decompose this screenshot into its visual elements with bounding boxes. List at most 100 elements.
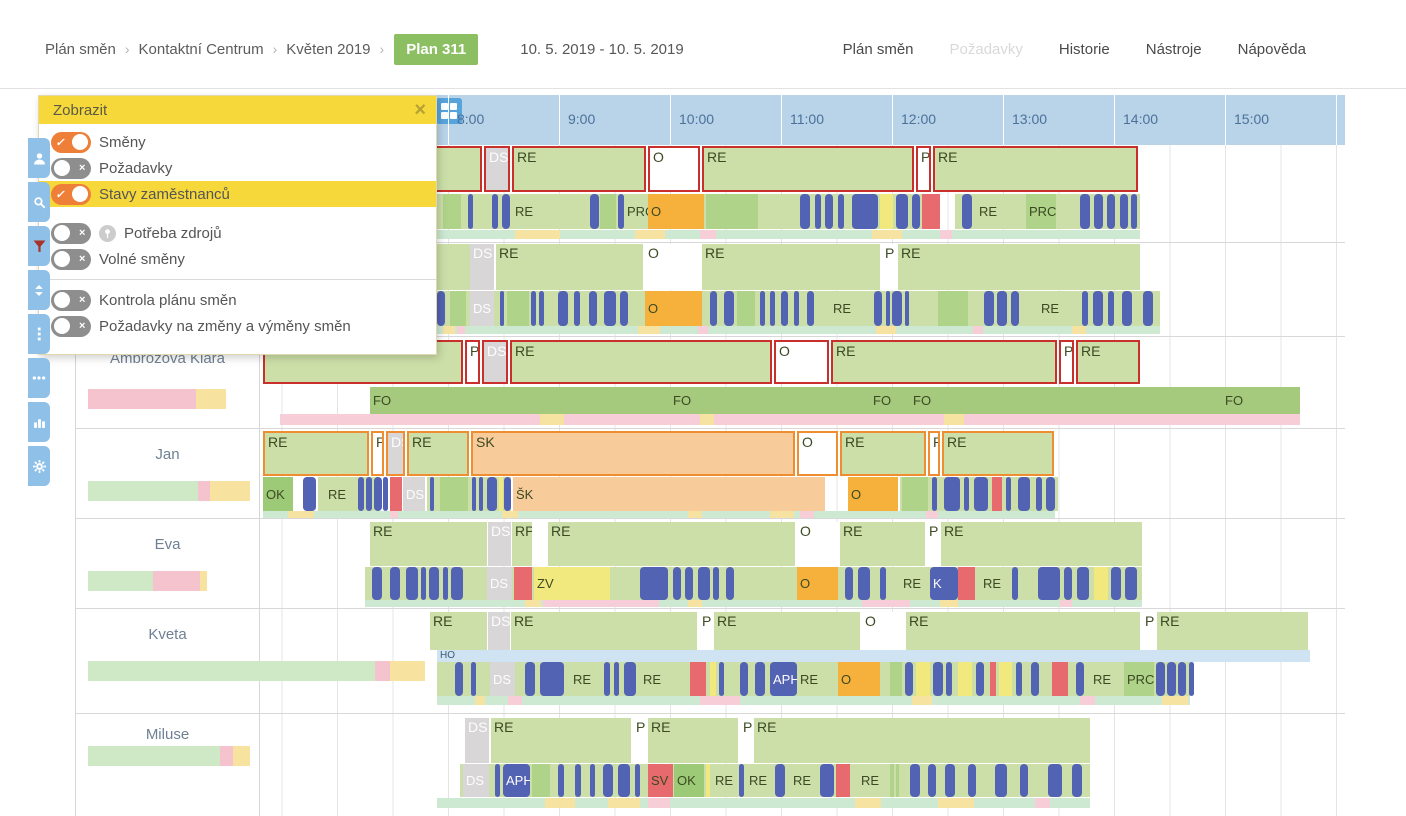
shift-segment[interactable]: RE — [831, 340, 1057, 384]
status-segment[interactable]: RE — [980, 567, 1008, 600]
shift-segment[interactable]: SK — [471, 431, 795, 476]
shift-segment[interactable]: RP — [512, 522, 532, 566]
status-segment[interactable]: PRC — [1026, 194, 1056, 229]
breadcrumb-link[interactable]: Plán směn — [45, 40, 116, 58]
shift-segment[interactable]: DS — [386, 431, 405, 476]
status-segment[interactable]: DS — [403, 477, 425, 511]
status-segment[interactable]: RE — [570, 662, 598, 696]
toggle-switch[interactable]: × — [51, 289, 91, 311]
shift-segment[interactable]: P — [633, 718, 646, 763]
shift-segment[interactable]: P — [1142, 612, 1155, 650]
shift-segment[interactable]: RE — [512, 146, 646, 192]
menu-item[interactable]: Nápověda — [1237, 40, 1306, 58]
user-tab[interactable] — [28, 138, 50, 178]
settings-tab[interactable] — [28, 446, 50, 486]
toggle-switch[interactable]: × — [51, 157, 91, 179]
status-segment[interactable]: ZV — [534, 567, 610, 600]
toggle-switch[interactable]: × — [51, 248, 91, 270]
status-segment[interactable]: DS — [487, 567, 512, 600]
shift-segment[interactable]: RE — [496, 244, 643, 290]
shift-segment[interactable]: O — [648, 146, 700, 192]
status-segment[interactable]: RE — [1038, 291, 1072, 326]
shift-segment[interactable]: O — [774, 340, 829, 384]
shift-segment[interactable] — [533, 522, 547, 566]
shift-segment[interactable]: RE — [702, 146, 914, 192]
grid-view-icon[interactable] — [436, 98, 462, 124]
status-segment[interactable]: O — [838, 662, 880, 696]
status-segment[interactable]: FO — [870, 387, 910, 414]
shift-segment[interactable]: RE — [1076, 340, 1140, 384]
status-segment[interactable]: DS — [470, 291, 494, 326]
status-segment[interactable]: DS — [463, 764, 489, 797]
toggle-switch[interactable]: ✓ — [51, 131, 91, 153]
shift-segment[interactable]: RE — [702, 244, 880, 290]
shift-segment[interactable]: RE — [1157, 612, 1308, 650]
status-segment[interactable]: RE — [900, 567, 928, 600]
employee-name[interactable]: Eva — [154, 536, 181, 553]
toggle-switch[interactable]: × — [51, 222, 91, 244]
status-segment[interactable]: RE — [830, 291, 864, 326]
shift-segment[interactable]: RE — [430, 612, 487, 650]
shift-segment[interactable]: P — [928, 431, 940, 476]
status-segment[interactable]: O — [648, 194, 704, 229]
shift-segment[interactable]: RE — [906, 612, 1140, 650]
status-segment[interactable]: RE — [1090, 662, 1118, 696]
shift-segment[interactable]: RE — [840, 522, 925, 566]
toggle-switch[interactable]: × — [51, 315, 91, 337]
status-segment[interactable]: FO — [910, 387, 1222, 414]
status-segment[interactable]: FO — [1222, 387, 1300, 414]
shift-segment[interactable]: RE — [648, 718, 738, 763]
shift-segment[interactable]: P — [882, 244, 896, 290]
employee-name[interactable]: Miluse — [145, 726, 190, 743]
status-segment[interactable]: O — [848, 477, 898, 511]
shift-segment[interactable]: RE — [263, 431, 369, 476]
shift-segment[interactable]: P — [1059, 340, 1074, 384]
shift-segment[interactable]: O — [797, 522, 838, 566]
status-segment[interactable]: APH — [770, 662, 797, 696]
shift-segment[interactable]: DS — [484, 146, 510, 192]
shift-segment[interactable]: P — [699, 612, 712, 650]
shift-segment[interactable]: RE — [511, 612, 697, 650]
kebab-menu-tab[interactable] — [28, 314, 50, 354]
shift-segment[interactable]: DS — [470, 244, 494, 290]
status-segment[interactable]: RE — [797, 662, 823, 696]
status-segment[interactable]: RE — [712, 764, 736, 797]
shift-segment[interactable]: RE — [933, 146, 1138, 192]
shift-segment[interactable]: DS — [482, 340, 508, 384]
search-tab[interactable] — [28, 182, 50, 222]
status-segment[interactable]: K — [930, 567, 958, 600]
status-segment[interactable]: RE — [325, 477, 355, 511]
shift-segment[interactable]: DS — [488, 522, 511, 566]
shift-segment[interactable]: RE — [941, 522, 1142, 566]
ho-band-segment[interactable]: HO — [437, 650, 477, 662]
shift-segment[interactable]: O — [797, 431, 838, 476]
employee-name[interactable]: Kveta — [148, 626, 187, 643]
shift-segment[interactable]: P — [926, 522, 939, 566]
status-segment[interactable]: DS — [490, 662, 515, 696]
shift-segment[interactable]: RE — [714, 612, 860, 650]
status-segment[interactable]: PRC — [1124, 662, 1154, 696]
shift-segment[interactable]: RE — [898, 244, 1140, 290]
shift-segment[interactable]: RE — [510, 340, 772, 384]
shift-segment[interactable]: RE — [754, 718, 1090, 763]
menu-item[interactable]: Plán směn — [842, 40, 914, 58]
shift-segment[interactable]: O — [862, 612, 904, 650]
status-segment[interactable]: OK — [263, 477, 293, 511]
shift-segment[interactable]: RE — [942, 431, 1054, 476]
status-segment[interactable]: O — [645, 291, 702, 326]
menu-item[interactable]: Historie — [1058, 40, 1110, 58]
status-segment[interactable]: RE — [746, 764, 770, 797]
employee-name[interactable]: Jan — [155, 446, 180, 463]
status-segment[interactable]: RE — [640, 662, 668, 696]
status-segment[interactable]: RE — [512, 194, 548, 229]
status-segment[interactable]: RE — [976, 194, 1006, 229]
toggle-switch[interactable]: ✓ — [51, 183, 91, 205]
status-segment[interactable]: O — [797, 567, 838, 600]
status-segment[interactable]: OK — [674, 764, 704, 797]
shift-segment[interactable]: RE — [407, 431, 469, 476]
shift-segment[interactable]: O — [645, 244, 700, 290]
shift-segment[interactable]: P — [916, 146, 931, 192]
shift-segment[interactable]: RE — [491, 718, 631, 763]
chart-tab[interactable] — [28, 402, 50, 442]
shift-segment[interactable]: RE — [840, 431, 926, 476]
